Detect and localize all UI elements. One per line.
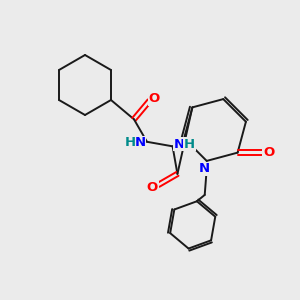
- Text: N: N: [134, 136, 146, 149]
- Text: O: O: [149, 92, 160, 105]
- Text: H: H: [124, 136, 136, 149]
- Text: O: O: [263, 146, 274, 159]
- Text: N: N: [174, 138, 185, 151]
- Text: H: H: [184, 138, 195, 151]
- Text: O: O: [147, 182, 158, 194]
- Text: N: N: [199, 162, 210, 176]
